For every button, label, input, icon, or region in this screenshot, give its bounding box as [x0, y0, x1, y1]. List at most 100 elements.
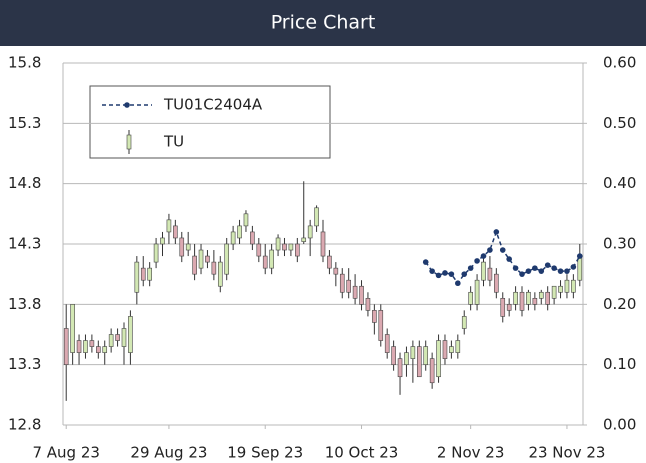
line-marker — [435, 272, 442, 279]
y-tick-label: 13.8 — [8, 295, 41, 313]
candle-body — [481, 261, 486, 281]
line-marker — [506, 256, 512, 262]
line-marker — [519, 271, 525, 277]
candle-body — [455, 340, 461, 353]
candle-body — [250, 231, 255, 245]
x-tick-label: 10 Oct 23 — [325, 444, 399, 462]
candle-body — [166, 219, 172, 233]
y2-tick-label: 0.20 — [603, 295, 636, 313]
candle-body — [307, 225, 313, 239]
line-marker — [576, 253, 583, 259]
y-tick-label: 15.3 — [8, 114, 41, 132]
line-marker — [474, 258, 480, 264]
candle-body — [506, 304, 512, 311]
y-tick-label: 12.8 — [8, 416, 41, 434]
candle-body — [70, 304, 75, 353]
candle-body — [526, 291, 531, 305]
candle-body — [372, 310, 377, 323]
candle-body — [474, 279, 480, 305]
line-marker — [467, 265, 474, 271]
line-marker — [455, 280, 461, 287]
candle-body — [96, 346, 101, 353]
candle-body — [327, 255, 332, 269]
candle-body — [63, 328, 69, 365]
candle-body — [275, 237, 281, 251]
candle-body — [416, 346, 422, 378]
candle-body — [198, 249, 204, 269]
candle-body — [262, 255, 268, 269]
candle-body — [295, 243, 300, 257]
candle-body — [173, 225, 178, 239]
line-marker — [557, 268, 564, 274]
x-tick-label: 29 Aug 23 — [130, 444, 207, 462]
y-tick-label: 13.3 — [8, 355, 41, 373]
y-tick-label: 15.8 — [8, 54, 41, 72]
candle-body — [429, 358, 435, 384]
candle-body — [243, 213, 249, 227]
line-marker — [487, 247, 493, 253]
y2-tick-label: 0.30 — [603, 235, 636, 253]
candle-body — [442, 340, 448, 359]
legend-label: TU01C2404A — [163, 96, 263, 114]
candle-body — [333, 267, 339, 275]
x-tick-label: 19 Sep 23 — [227, 444, 303, 462]
line-marker — [512, 265, 519, 271]
y2-tick-label: 0.10 — [603, 355, 636, 373]
x-tick-label: 2 Nov 23 — [437, 444, 504, 462]
candle-body — [76, 340, 82, 353]
candle-body — [352, 285, 358, 299]
candle-body — [487, 267, 493, 281]
candle-body — [513, 291, 518, 305]
y2-tick-label: 0.60 — [603, 54, 636, 72]
candle-body — [237, 225, 242, 239]
candle-body — [558, 285, 563, 293]
line-marker — [461, 271, 468, 277]
line-marker — [544, 262, 551, 268]
candle-body — [211, 261, 217, 275]
candle-body — [301, 237, 307, 242]
line-marker — [448, 271, 455, 277]
candle-body — [205, 255, 210, 263]
candle-body — [519, 291, 525, 311]
candle-body — [397, 358, 403, 378]
line-marker — [525, 268, 532, 274]
candle-body — [224, 243, 230, 275]
line-marker — [538, 268, 545, 274]
x-tick-label: 23 Nov 23 — [528, 444, 605, 462]
candle-body — [83, 340, 88, 353]
candle-body — [179, 237, 185, 257]
candle-body — [461, 316, 467, 329]
y2-tick-label: 0.00 — [603, 416, 636, 434]
y-tick-label: 14.3 — [8, 235, 41, 253]
line-marker — [429, 268, 435, 274]
line-marker — [493, 229, 500, 235]
candle-body — [359, 285, 364, 305]
line-marker — [564, 268, 570, 274]
candle-body — [108, 334, 114, 347]
candle-body — [564, 279, 570, 293]
candle-body — [449, 346, 454, 353]
candle-body — [436, 340, 441, 378]
candle-body — [192, 255, 197, 275]
chart-title: Price Chart — [271, 12, 376, 34]
candle-body — [410, 346, 416, 359]
line-marker — [570, 264, 577, 270]
candle-body — [89, 340, 95, 347]
candle-body — [423, 346, 429, 365]
candle-body — [134, 261, 140, 293]
header-bar — [0, 0, 646, 46]
candle-body — [314, 207, 319, 227]
candle-body — [339, 273, 345, 293]
candle-body — [147, 267, 152, 281]
legend: TU01C2404A TU — [89, 85, 331, 159]
candle-body — [128, 316, 133, 353]
candle-body — [282, 243, 287, 251]
line-marker — [442, 270, 448, 276]
candle-body — [153, 243, 159, 263]
candle-body — [269, 249, 274, 269]
y-tick-label: 14.8 — [8, 174, 41, 192]
candle-body — [185, 243, 191, 251]
candle-body — [391, 346, 396, 365]
candle-body — [532, 297, 538, 305]
